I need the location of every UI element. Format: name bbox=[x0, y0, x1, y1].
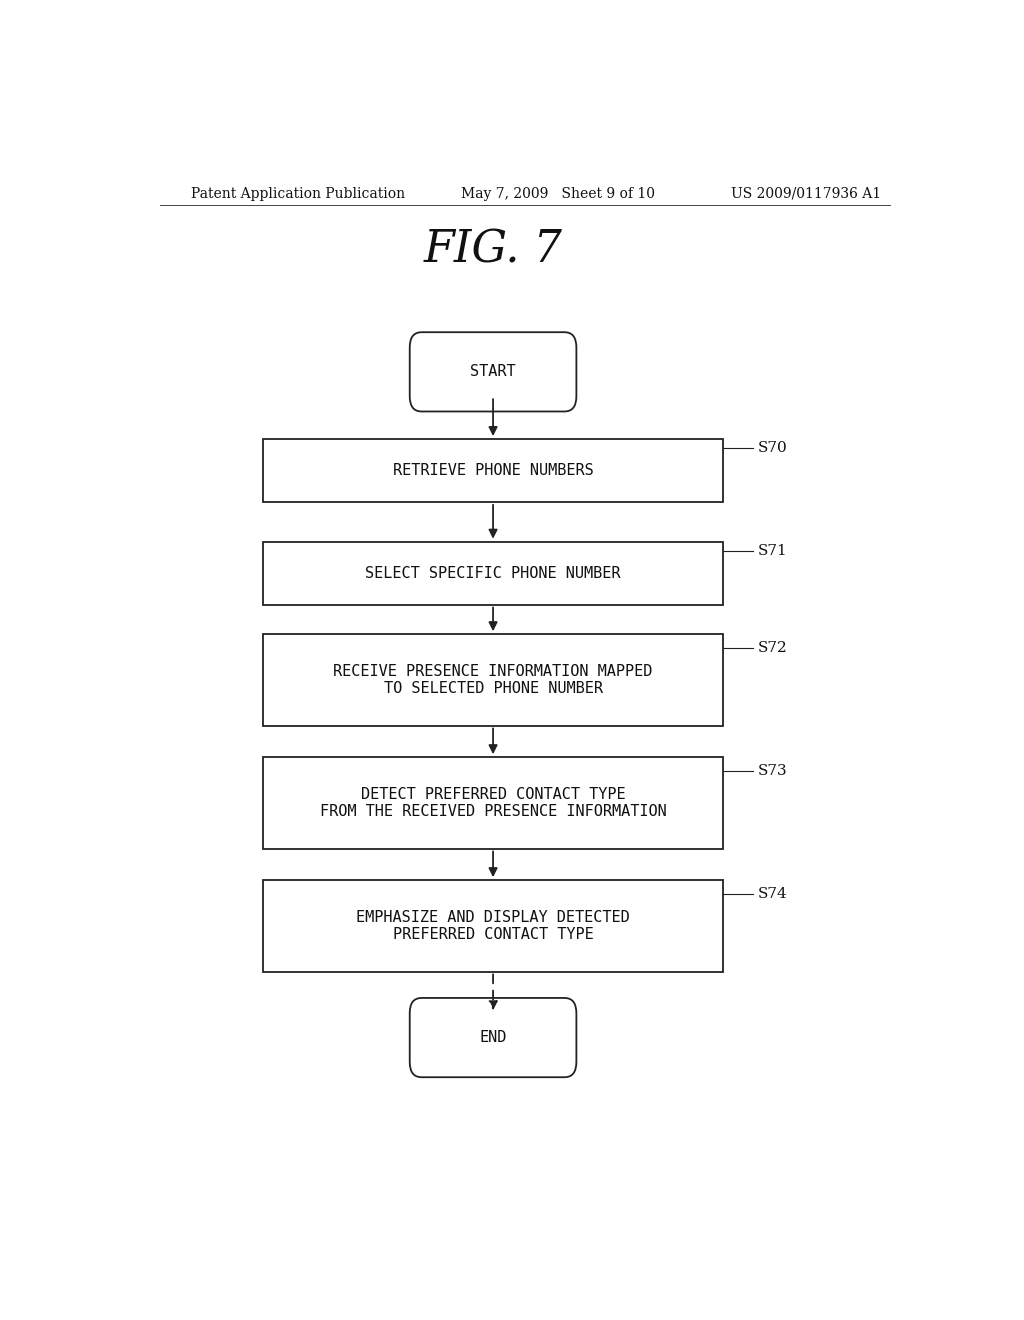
FancyBboxPatch shape bbox=[410, 998, 577, 1077]
Text: S70: S70 bbox=[758, 441, 787, 455]
Text: RECEIVE PRESENCE INFORMATION MAPPED
TO SELECTED PHONE NUMBER: RECEIVE PRESENCE INFORMATION MAPPED TO S… bbox=[334, 664, 652, 696]
Text: Patent Application Publication: Patent Application Publication bbox=[191, 187, 406, 201]
Text: US 2009/0117936 A1: US 2009/0117936 A1 bbox=[731, 187, 882, 201]
Text: S74: S74 bbox=[758, 887, 787, 900]
Text: RETRIEVE PHONE NUMBERS: RETRIEVE PHONE NUMBERS bbox=[392, 463, 594, 478]
Text: END: END bbox=[479, 1030, 507, 1045]
Text: EMPHASIZE AND DISPLAY DETECTED
PREFERRED CONTACT TYPE: EMPHASIZE AND DISPLAY DETECTED PREFERRED… bbox=[356, 909, 630, 942]
Text: S72: S72 bbox=[758, 640, 787, 655]
Text: May 7, 2009   Sheet 9 of 10: May 7, 2009 Sheet 9 of 10 bbox=[461, 187, 655, 201]
Text: DETECT PREFERRED CONTACT TYPE
FROM THE RECEIVED PRESENCE INFORMATION: DETECT PREFERRED CONTACT TYPE FROM THE R… bbox=[319, 787, 667, 818]
Bar bbox=[263, 880, 723, 972]
Text: S71: S71 bbox=[758, 544, 787, 558]
Text: FIG. 7: FIG. 7 bbox=[424, 228, 562, 272]
Bar bbox=[263, 541, 723, 605]
Text: SELECT SPECIFIC PHONE NUMBER: SELECT SPECIFIC PHONE NUMBER bbox=[366, 565, 621, 581]
Text: START: START bbox=[470, 364, 516, 379]
FancyBboxPatch shape bbox=[410, 333, 577, 412]
Bar bbox=[263, 758, 723, 849]
Bar bbox=[263, 440, 723, 502]
Bar bbox=[263, 634, 723, 726]
Text: S73: S73 bbox=[758, 764, 787, 777]
